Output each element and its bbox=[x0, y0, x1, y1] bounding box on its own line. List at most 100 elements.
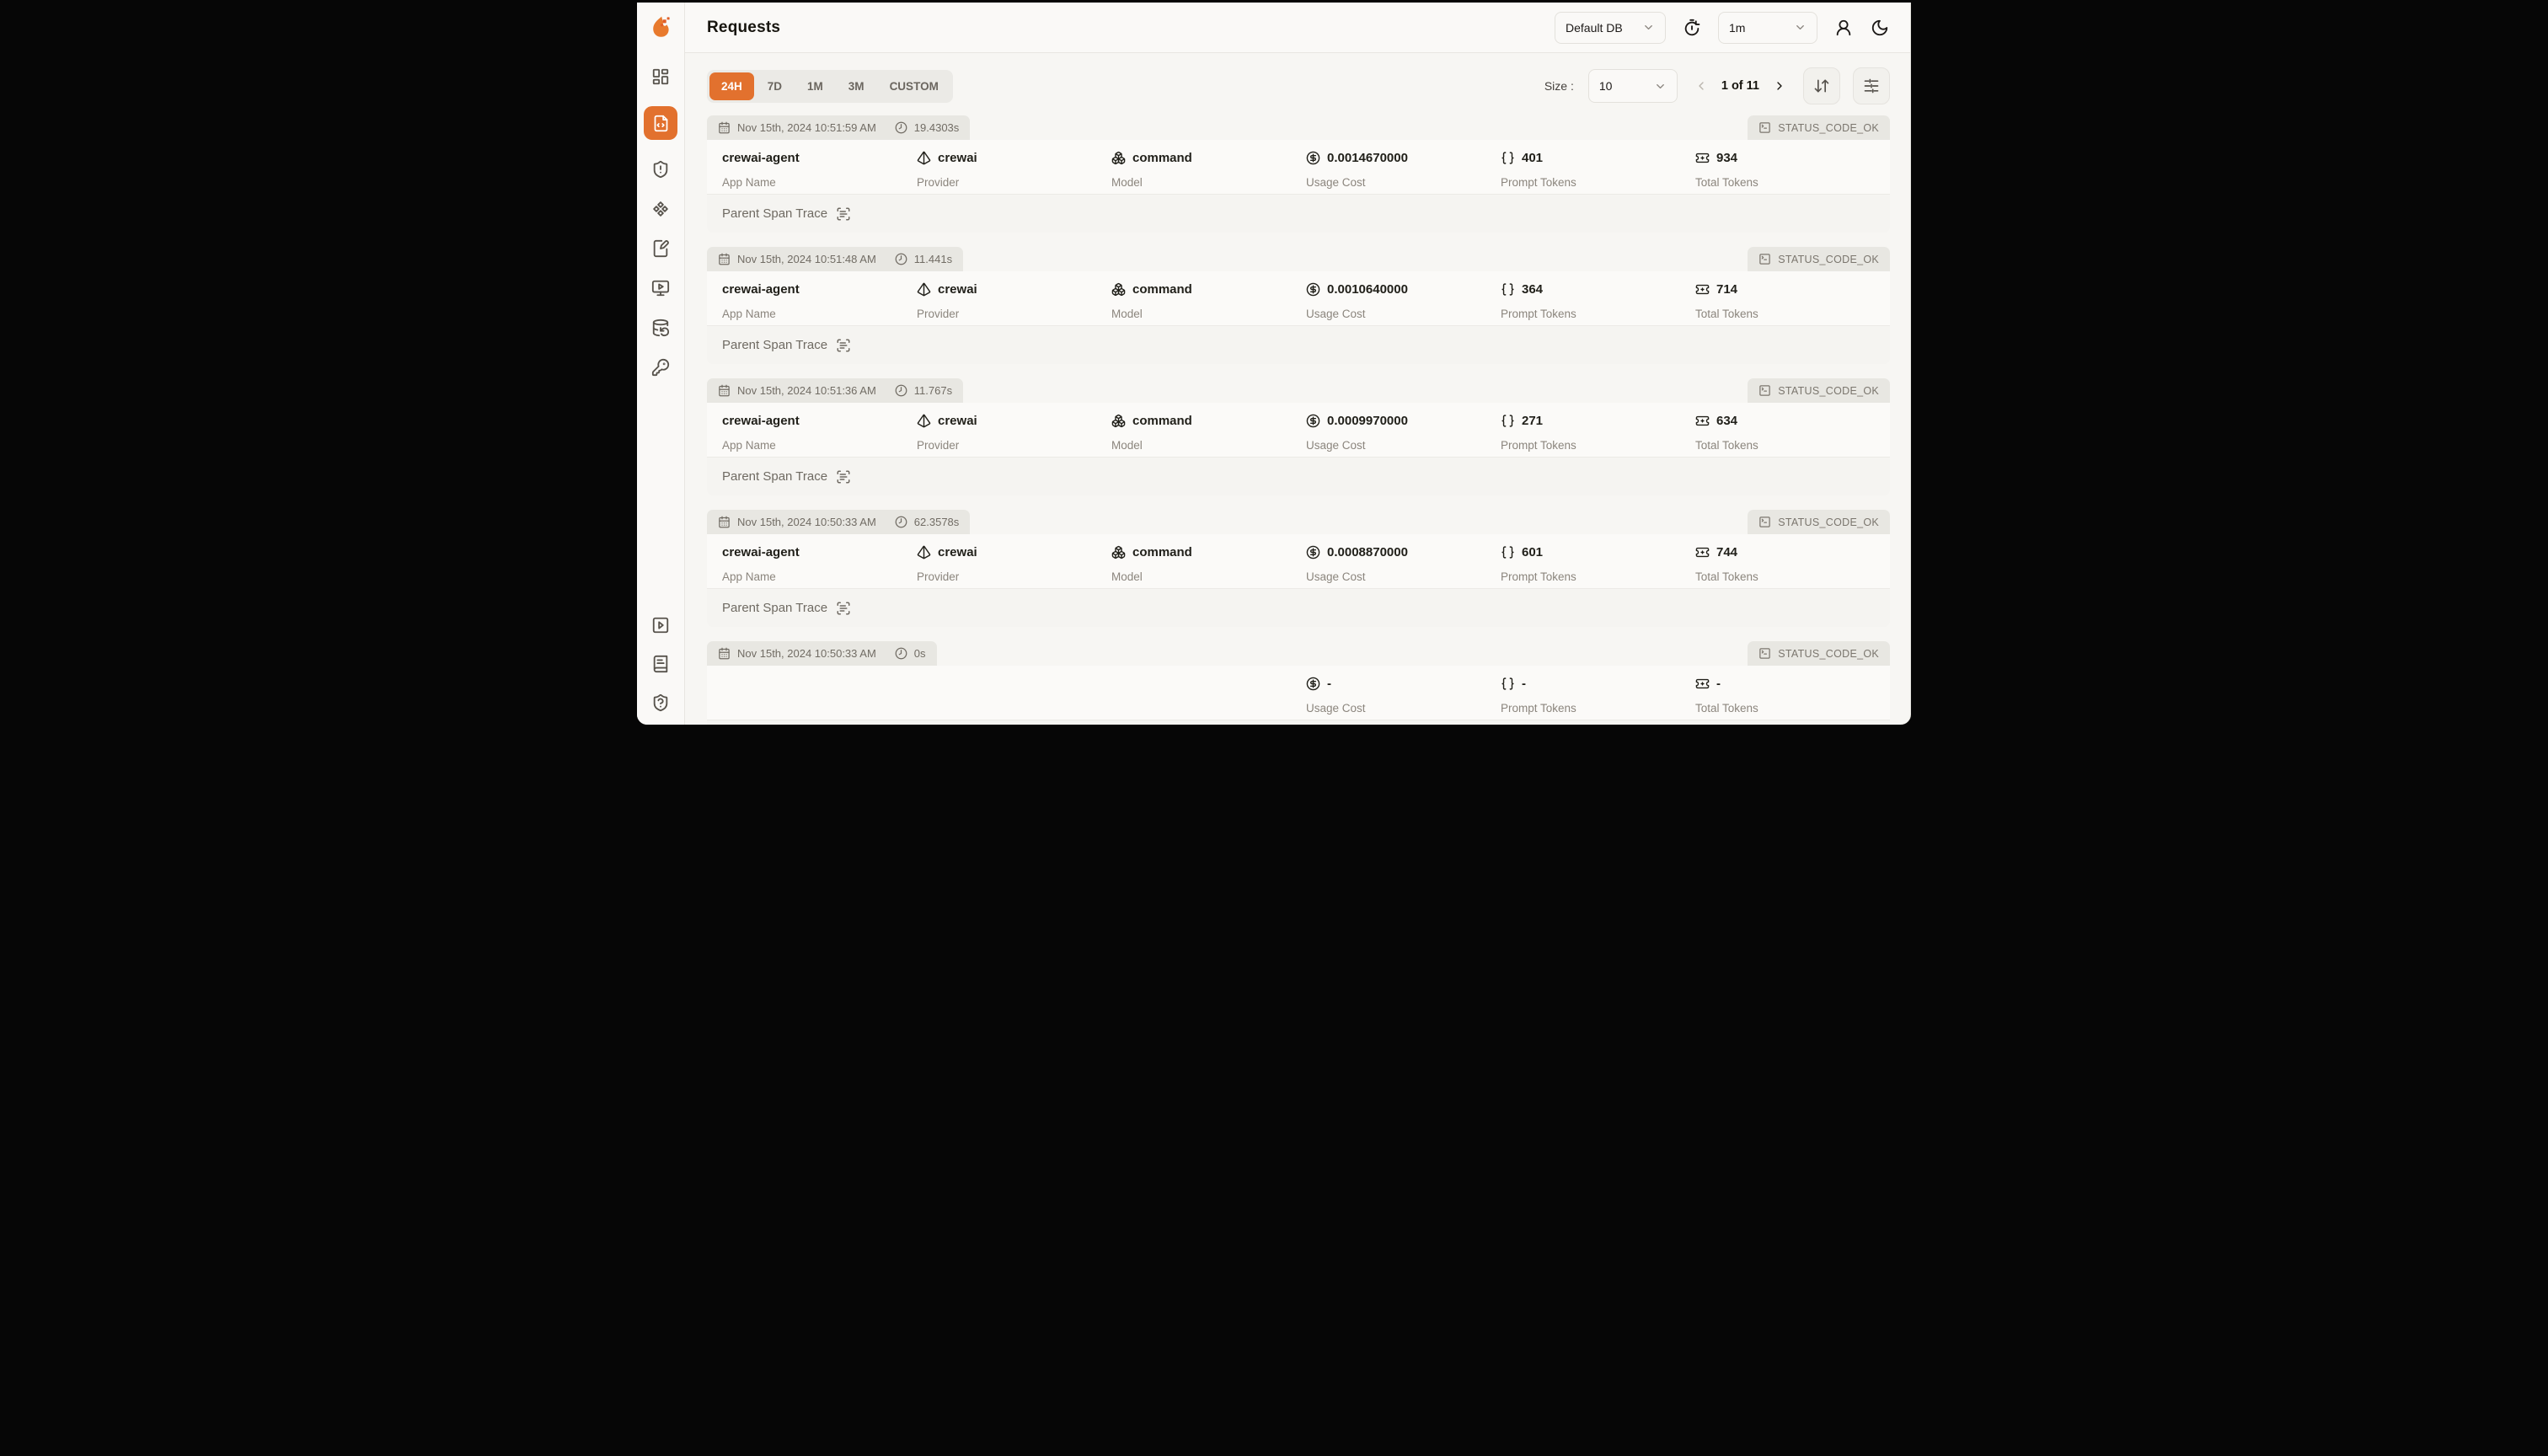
cell-value: 744 bbox=[1716, 545, 1738, 559]
sidebar-item-support[interactable] bbox=[650, 693, 671, 713]
ticket-icon bbox=[1695, 151, 1710, 165]
request-card-body[interactable]: crewai-agent App Name crewai Provider bbox=[707, 271, 1890, 325]
dark-mode-toggle[interactable] bbox=[1870, 18, 1890, 38]
request-timestamp: Nov 15th, 2024 10:50:33 AM bbox=[737, 647, 876, 660]
cell-label: Model bbox=[1111, 176, 1143, 189]
sidebar-item-api-keys[interactable] bbox=[650, 357, 671, 377]
circle-dollar-icon bbox=[1306, 282, 1320, 297]
calendar-icon bbox=[718, 253, 731, 265]
parent-span-trace-row[interactable]: Parent Span Trace bbox=[707, 194, 1890, 233]
cell-label: Prompt Tokens bbox=[1501, 702, 1576, 715]
cell-label: App Name bbox=[722, 308, 776, 320]
clock-icon bbox=[895, 253, 907, 265]
sort-button[interactable] bbox=[1803, 67, 1840, 104]
request-card-body[interactable]: - Usage Cost - Prompt Tokens - bbox=[707, 666, 1890, 720]
empty-cell bbox=[917, 675, 1111, 715]
request-card-body[interactable]: crewai-agent App Name crewai Provider bbox=[707, 140, 1890, 194]
chevron-down-icon bbox=[1642, 21, 1655, 34]
database-select[interactable]: Default DB bbox=[1555, 11, 1666, 44]
cell-value: 714 bbox=[1716, 282, 1738, 297]
refresh-interval-select[interactable]: 1m bbox=[1718, 11, 1817, 44]
sidebar-item-documentation[interactable] bbox=[650, 654, 671, 674]
sidebar-item-vault[interactable] bbox=[650, 238, 671, 259]
cell-usage-cost: 0.0010640000 Usage Cost bbox=[1306, 281, 1501, 320]
page-size-select[interactable]: 10 bbox=[1587, 69, 1678, 103]
calendar-icon bbox=[718, 647, 731, 660]
parent-span-trace-row[interactable]: Parent Span Trace bbox=[707, 588, 1890, 627]
timestamp-chip: Nov 15th, 2024 10:51:36 AM 11.767s bbox=[707, 378, 964, 403]
time-range-tab-7d[interactable]: 7D bbox=[767, 79, 783, 93]
cell-usage-cost: 0.0014670000 Usage Cost bbox=[1306, 149, 1501, 189]
time-range-tab-custom[interactable]: CUSTOM bbox=[889, 79, 939, 93]
parent-span-trace-label: Parent Span Trace bbox=[722, 206, 828, 221]
refresh-timer-button[interactable] bbox=[1682, 18, 1702, 38]
time-range-tab-1m[interactable]: 1M bbox=[807, 79, 823, 93]
cell-app-name: crewai-agent App Name bbox=[722, 149, 917, 189]
cell-label: Total Tokens bbox=[1695, 570, 1758, 583]
cell-model: command Model bbox=[1111, 149, 1306, 189]
cell-model: command Model bbox=[1111, 412, 1306, 452]
cell-value: 364 bbox=[1522, 282, 1544, 297]
cell-total-tokens: 714 Total Tokens bbox=[1695, 281, 1890, 320]
time-range-tab-24h[interactable]: 24H bbox=[709, 72, 754, 100]
time-range-tabs: 24H 7D 1M 3M CUSTOM bbox=[707, 69, 953, 103]
cell-value: crewai-agent bbox=[722, 545, 800, 559]
database-backup-icon bbox=[651, 318, 670, 337]
parent-span-trace-row[interactable]: Parent Span Trace bbox=[707, 720, 1890, 725]
sidebar-item-requests[interactable] bbox=[644, 106, 677, 140]
shield-alert-icon bbox=[651, 160, 670, 179]
braces-icon bbox=[1501, 151, 1515, 165]
sidebar-item-dashboard[interactable] bbox=[650, 67, 671, 87]
boxes-icon bbox=[1111, 282, 1126, 297]
terminal-icon bbox=[1758, 384, 1771, 397]
cell-provider: crewai Provider bbox=[917, 281, 1111, 320]
calendar-icon bbox=[718, 516, 731, 528]
request-timestamp: Nov 15th, 2024 10:51:59 AM bbox=[737, 121, 876, 134]
time-range-tab-3m[interactable]: 3M bbox=[848, 79, 864, 93]
pagination-text: 1 of 11 bbox=[1721, 79, 1759, 93]
book-text-icon bbox=[651, 655, 670, 673]
status-badge: STATUS_CODE_OK bbox=[1748, 641, 1890, 666]
parent-span-trace-row[interactable]: Parent Span Trace bbox=[707, 325, 1890, 364]
sliders-icon bbox=[1863, 78, 1880, 94]
cell-provider: crewai Provider bbox=[917, 412, 1111, 452]
clock-icon bbox=[895, 384, 907, 397]
sidebar-item-getting-started[interactable] bbox=[650, 615, 671, 635]
size-label: Size : bbox=[1544, 79, 1574, 93]
sidebar-nav-top bbox=[644, 67, 677, 377]
next-page-button[interactable] bbox=[1772, 78, 1787, 94]
terminal-icon bbox=[1758, 121, 1771, 134]
cell-prompt-tokens: 401 Prompt Tokens bbox=[1501, 149, 1695, 189]
moon-icon bbox=[1871, 19, 1889, 37]
cell-value: command bbox=[1132, 414, 1192, 428]
profile-button[interactable] bbox=[1833, 18, 1854, 38]
status-badge: STATUS_CODE_OK bbox=[1748, 247, 1890, 271]
cell-label: Usage Cost bbox=[1306, 702, 1366, 715]
cell-value: 634 bbox=[1716, 414, 1738, 428]
list-controls: Size : 10 1 of 11 bbox=[1544, 67, 1890, 104]
previous-page-button[interactable] bbox=[1694, 78, 1709, 94]
request-duration: 62.3578s bbox=[913, 516, 960, 528]
sidebar-item-prompt-hub[interactable] bbox=[650, 199, 671, 219]
request-duration: 19.4303s bbox=[913, 121, 960, 134]
scan-text-icon bbox=[836, 469, 851, 484]
status-text: STATUS_CODE_OK bbox=[1778, 121, 1879, 134]
cell-label: Model bbox=[1111, 439, 1143, 452]
sidebar-item-exceptions[interactable] bbox=[650, 159, 671, 179]
cell-value: 401 bbox=[1522, 151, 1544, 165]
request-card-body[interactable]: crewai-agent App Name crewai Provider bbox=[707, 534, 1890, 588]
cell-label: App Name bbox=[722, 176, 776, 189]
cell-value: 0.0008870000 bbox=[1327, 545, 1408, 559]
cell-total-tokens: 934 Total Tokens bbox=[1695, 149, 1890, 189]
status-text: STATUS_CODE_OK bbox=[1778, 516, 1879, 528]
request-card-body[interactable]: crewai-agent App Name crewai Provider bbox=[707, 403, 1890, 457]
sidebar-item-database-config[interactable] bbox=[650, 318, 671, 338]
braces-icon bbox=[1501, 414, 1515, 428]
app-logo[interactable] bbox=[637, 3, 684, 53]
main-area: Requests Default DB 1m bbox=[685, 3, 1910, 725]
boxes-icon bbox=[1111, 545, 1126, 559]
filter-button[interactable] bbox=[1853, 67, 1890, 104]
sidebar-item-openground[interactable] bbox=[650, 278, 671, 298]
parent-span-trace-row[interactable]: Parent Span Trace bbox=[707, 457, 1890, 495]
topbar: Requests Default DB 1m bbox=[685, 3, 1910, 53]
